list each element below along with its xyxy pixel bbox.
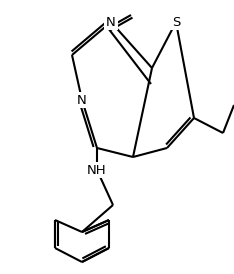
Text: NH: NH [87,164,107,176]
Text: S: S [172,16,180,28]
Text: N: N [77,93,87,107]
Text: N: N [106,16,116,28]
